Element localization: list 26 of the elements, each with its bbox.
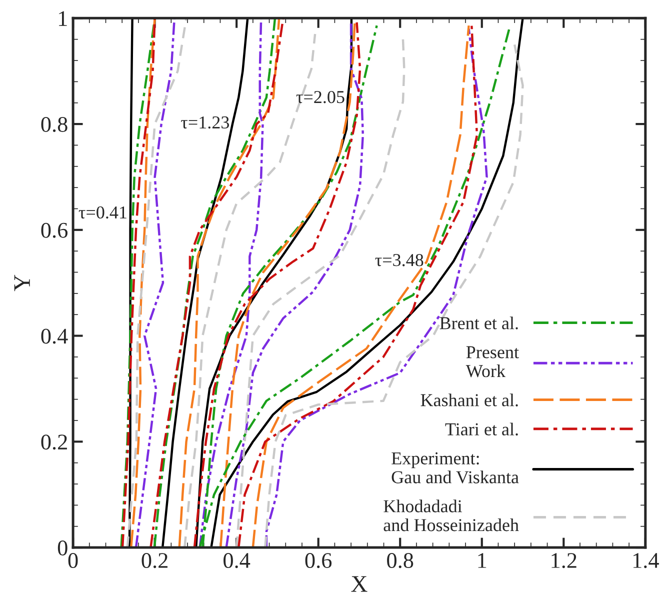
annotation: τ=2.05 <box>296 90 344 104</box>
annotation: τ=0.41 <box>78 206 126 219</box>
x-tick-label: 0 <box>68 553 78 568</box>
x-tick-label: 1.4 <box>633 553 659 568</box>
annotation: τ=1.23 <box>181 116 230 129</box>
y-tick-label: 0.2 <box>41 434 67 450</box>
y-axis-title: Y <box>14 274 30 292</box>
annotation: τ=3.48 <box>375 254 424 266</box>
x-tick-label: 0.8 <box>387 553 414 568</box>
text: Present Work <box>466 346 519 378</box>
x-axis-title: X <box>351 576 368 592</box>
text: Kashani et al. <box>420 394 518 406</box>
x-tick-label: 1 <box>478 553 486 568</box>
text: Tiari et al. <box>445 422 518 436</box>
y-tick-label: 0 <box>58 540 68 556</box>
y-tick-label: 0.8 <box>41 116 68 132</box>
y-tick-label: 0.6 <box>41 222 68 238</box>
y-tick-label: 0.4 <box>41 328 68 344</box>
x-tick-label: 1.2 <box>552 553 576 568</box>
x-tick-label: 0.4 <box>224 553 250 568</box>
y-tick-label: 1 <box>59 11 67 26</box>
text: Experiment: Gau and Viskanta <box>392 452 519 484</box>
x-tick-label: 0.2 <box>142 553 168 568</box>
text: Khodadadi and Hosseinizadeh <box>384 500 519 532</box>
text: Brent et al. <box>440 316 518 330</box>
x-tick-label: 0.6 <box>305 553 332 568</box>
